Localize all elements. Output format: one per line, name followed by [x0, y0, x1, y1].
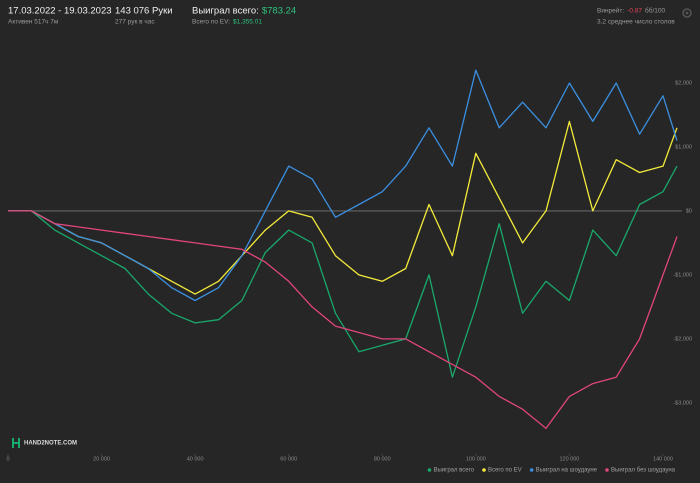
tables: 3.2 среднее число столов [597, 19, 675, 26]
x-tick-label: 80 000 [374, 456, 391, 462]
x-tick-label: 40 000 [187, 456, 204, 462]
date-range: 17.03.2022 - 19.03.2023 [8, 6, 112, 17]
active-time: Активен 517ч 7м [8, 19, 59, 26]
legend-label: Всего по EV [488, 468, 522, 474]
settings-icon[interactable] [682, 8, 692, 18]
y-tick-label: -$2,000 [673, 336, 692, 342]
winrate-unit: бб/100 [645, 7, 665, 15]
x-tick-label: 140 000 [653, 456, 673, 462]
y-tick-label: $1,000 [675, 144, 692, 150]
y-tick-label: $0 [686, 208, 692, 214]
y-tick-label: -$1,000 [673, 272, 692, 278]
logo-icon [12, 438, 20, 448]
legend-label: Выиграл всего [433, 468, 474, 474]
ev-value: $1,355.01 [233, 19, 262, 26]
legend-marker [482, 468, 486, 472]
x-tick-label: 0 [6, 456, 9, 462]
legend-marker [529, 468, 534, 472]
won-label: Выиграл всего: [192, 6, 259, 17]
winrate-value: -0.87 [627, 8, 642, 15]
legend-marker [427, 468, 432, 472]
won-value: $783.24 [262, 6, 296, 17]
series-line [8, 69, 678, 302]
series-line [8, 165, 678, 378]
y-tick-label: $2,000 [675, 80, 692, 86]
x-tick-label: 120 000 [559, 456, 579, 462]
y-tick-label: -$3,000 [673, 400, 692, 406]
legend: Выиграл всего Всего по EV Выиграл на шоуда… [427, 468, 676, 474]
series-line [8, 210, 678, 430]
legend-marker [605, 468, 609, 472]
legend-label: Выиграл на шоудауне [536, 468, 598, 474]
ev-label: Всего по EV: [192, 19, 230, 26]
hands-per-hour: 277 рук в час [115, 19, 155, 26]
x-tick-label: 60 000 [280, 456, 297, 462]
logo: HAND2NOTE.COM [24, 441, 77, 447]
winrate-label: Винрейт: [597, 7, 624, 15]
hands: 143 076 Руки [115, 6, 173, 17]
legend-label: Выиграл без шоудауна [611, 468, 676, 474]
x-tick-label: 100 000 [466, 456, 486, 462]
x-tick-label: 20 000 [93, 456, 110, 462]
